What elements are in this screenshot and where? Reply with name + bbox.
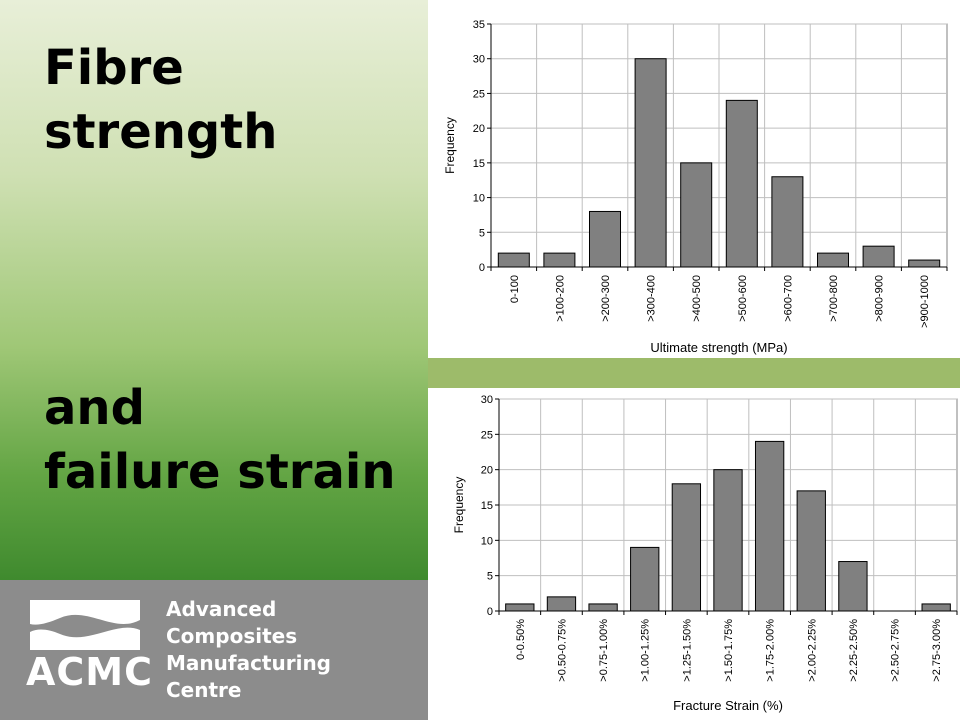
bar	[816, 252, 850, 268]
logo-line: Manufacturing	[166, 651, 331, 675]
x-tick-label: >2.50-2.75%	[890, 619, 902, 682]
x-tick-label: 0-100	[509, 275, 521, 303]
bar	[908, 259, 941, 268]
x-tick-label: >500-600	[737, 275, 749, 322]
logo-line: Composites	[166, 624, 298, 648]
strain-histogram: 0 5 10 15 20 25 30 0-0.50% >0.50-0.75% >0.75-1.00…	[428, 388, 960, 720]
bar	[543, 252, 576, 268]
bar	[725, 99, 758, 268]
logo-name: Advanced Composites Manufacturing Centre	[166, 596, 331, 704]
x-tick-label: >2.00-2.25%	[806, 619, 818, 682]
x-tick-label: >1.75-2.00%	[765, 619, 777, 682]
title-line: and	[44, 380, 145, 436]
x-tick-label: >1.50-1.75%	[723, 619, 735, 682]
title-bottom: and failure strain	[44, 376, 396, 504]
bar	[546, 596, 577, 612]
x-tick-label: >800-900	[874, 275, 886, 322]
x-tick-label: >200-300	[600, 275, 612, 322]
acmc-logo-icon	[30, 600, 140, 650]
bar	[921, 603, 951, 612]
y-tick-label: 15	[473, 158, 485, 170]
bar	[588, 210, 622, 268]
x-tick-label: >2.75-3.00%	[931, 619, 943, 682]
x-tick-label: >400-500	[691, 275, 703, 322]
bar	[680, 162, 713, 268]
bar	[505, 603, 535, 612]
bar	[754, 440, 785, 612]
bar	[838, 561, 868, 612]
strength-chart-svg: 0 5 10 15 20 25 30 35 0-100 >100-200 >200-300 >300-…	[443, 19, 948, 355]
bar	[862, 245, 895, 268]
y-tick-label: 20	[481, 465, 493, 477]
strain-chart-svg: 0 5 10 15 20 25 30 0-0.50% >0.50-0.75% >0.75-1.00…	[452, 394, 958, 713]
bar	[796, 490, 826, 612]
logo-line: Centre	[166, 678, 242, 702]
y-tick-label: 0	[487, 606, 493, 618]
logo-acronym: ACMC	[26, 650, 153, 694]
y-axis-title: Frequency	[443, 117, 457, 174]
bar	[771, 176, 804, 268]
x-axis-title: Fracture Strain (%)	[673, 698, 783, 713]
logo-panel: ACMC Advanced Composites Manufacturing C…	[0, 580, 428, 720]
y-tick-label: 10	[481, 535, 493, 547]
x-tick-label: >1.00-1.25%	[640, 619, 652, 682]
x-tick-label: >600-700	[782, 275, 794, 322]
y-tick-label: 15	[481, 500, 493, 512]
bar	[630, 546, 660, 612]
logo-line: Advanced	[166, 597, 277, 621]
title-top: Fibre strength	[44, 36, 277, 164]
bar	[634, 58, 667, 268]
y-tick-label: 20	[473, 123, 485, 135]
y-tick-label: 30	[481, 394, 493, 406]
x-tick-label: >1.25-1.50%	[681, 619, 693, 682]
strength-histogram: 0 5 10 15 20 25 30 35 0-100 >100-200 >200-300 >300-…	[428, 0, 960, 358]
y-axis-title: Frequency	[452, 477, 466, 534]
divider-strip	[428, 358, 960, 388]
x-tick-label: 0-0.50%	[515, 619, 527, 660]
bar	[713, 469, 743, 612]
bar	[497, 252, 530, 268]
x-tick-label: >100-200	[554, 275, 566, 322]
y-tick-label: 25	[481, 429, 493, 441]
x-tick-label: >300-400	[646, 275, 658, 322]
title-line: Fibre	[44, 40, 184, 96]
bar	[671, 483, 702, 612]
title-line: failure strain	[44, 444, 396, 500]
y-tick-label: 25	[473, 88, 485, 100]
y-tick-label: 30	[473, 54, 485, 66]
x-tick-label: >0.75-1.00%	[598, 619, 610, 682]
x-tick-label: >2.25-2.50%	[848, 619, 860, 682]
y-tick-label: 5	[487, 571, 493, 583]
y-tick-label: 35	[473, 19, 485, 31]
bar	[588, 603, 618, 612]
y-tick-label: 5	[479, 227, 485, 239]
y-tick-label: 0	[479, 262, 485, 274]
x-tick-label: >900-1000	[919, 275, 931, 328]
x-axis-title: Ultimate strength (MPa)	[650, 340, 787, 355]
title-panel: Fibre strength and failure strain	[0, 0, 428, 580]
x-tick-label: >700-800	[828, 275, 840, 322]
y-tick-label: 10	[473, 193, 485, 205]
title-line: strength	[44, 104, 278, 160]
x-tick-label: >0.50-0.75%	[556, 619, 568, 682]
